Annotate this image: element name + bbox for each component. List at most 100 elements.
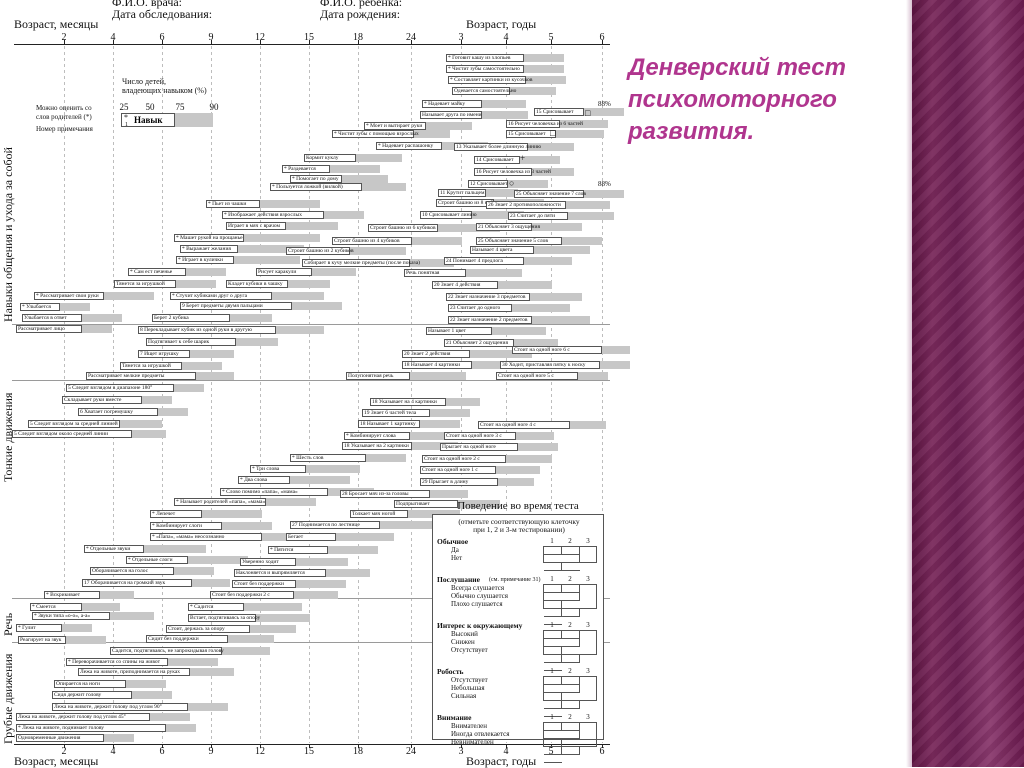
behavior-checkbox[interactable] <box>544 601 562 609</box>
milestone-label: * Стучит кубиками друг о друга <box>172 293 248 299</box>
milestone-box <box>222 211 324 219</box>
age-gridline <box>260 46 261 743</box>
behavior-group-title: Послушание <box>437 575 480 584</box>
behavior-checkbox[interactable] <box>562 701 580 709</box>
behavior-option: Отсутствует <box>451 646 488 654</box>
behavior-checkbox[interactable] <box>544 647 562 655</box>
axis-tick <box>411 744 412 748</box>
milestone-box <box>120 362 182 370</box>
behavior-checkbox[interactable] <box>562 547 580 555</box>
milestone-box <box>496 372 578 380</box>
axis-tick <box>113 744 114 748</box>
behavior-checkbox[interactable] <box>544 609 562 617</box>
behavior-checkbox[interactable] <box>562 647 580 655</box>
behavior-column-number: 3 <box>586 575 590 583</box>
behavior-checkbox[interactable] <box>562 609 580 617</box>
behavior-checkbox[interactable] <box>544 685 562 693</box>
behavior-checkbox[interactable] <box>562 585 580 593</box>
behavior-checkbox[interactable] <box>544 747 562 755</box>
behavior-checkbox[interactable] <box>562 563 580 571</box>
milestone-box <box>440 443 518 451</box>
milestone-label: 19 Знает 6 частей тела <box>364 410 417 416</box>
behavior-checkbox[interactable] <box>544 709 562 717</box>
behavior-group-title: Интерес к окружающему <box>437 621 523 630</box>
milestone-label: Реагирует на звук <box>20 637 62 643</box>
axis-tick <box>602 744 603 748</box>
milestone-box <box>404 269 466 277</box>
milestone-box <box>282 165 330 173</box>
milestone-box <box>420 466 496 474</box>
behavior-checkbox[interactable] <box>544 617 562 625</box>
behavior-checkbox[interactable] <box>544 585 562 593</box>
behavior-checkbox[interactable] <box>544 593 562 601</box>
milestone-label: Опирается на ноги <box>56 681 100 687</box>
milestone-label: * Надевает майку <box>424 101 466 107</box>
behavior-checkbox[interactable] <box>544 701 562 709</box>
milestone-label: 26 Знает 2 противоположности <box>488 202 561 208</box>
behavior-checkbox[interactable] <box>562 693 580 701</box>
behavior-checkbox[interactable] <box>544 731 562 739</box>
behavior-column-number: 3 <box>586 667 590 675</box>
behavior-checkbox[interactable] <box>562 555 580 563</box>
behavior-checkbox[interactable] <box>544 639 562 647</box>
behavior-checkbox[interactable] <box>562 739 580 747</box>
section-speech: Речь <box>1 612 15 636</box>
behavior-checkbox[interactable] <box>544 563 562 571</box>
milestone-box <box>500 361 600 369</box>
behavior-checkbox[interactable] <box>562 677 580 685</box>
milestone-box <box>16 734 104 742</box>
milestone-label: 18 Называет 1 картинку <box>360 421 416 427</box>
axis-tick-label: 5 <box>548 32 554 43</box>
behavior-checkbox[interactable] <box>544 631 562 639</box>
exam-date-label: Дата обследования: <box>112 7 213 21</box>
behavior-checkbox[interactable] <box>544 547 562 555</box>
milestone-label: Стоит на одной ноге 3 с <box>446 433 502 439</box>
behavior-checkbox[interactable] <box>562 747 580 755</box>
behavior-checkbox[interactable] <box>544 755 562 763</box>
behavior-checkbox[interactable] <box>562 685 580 693</box>
milestone-box <box>238 476 290 484</box>
milestone-label: 16 Рисует человечка из 6 частей <box>508 121 583 127</box>
milestone-label: 13 Указывает более длинную линию <box>456 144 542 150</box>
milestone-box <box>18 636 66 644</box>
bottom-age-years-label: Возраст, годы <box>466 754 537 768</box>
decorative-edge <box>906 0 912 767</box>
behavior-option: Высокий <box>451 630 478 638</box>
milestone-box <box>30 603 82 611</box>
milestone-label: 14 Срисовывает <box>476 157 514 163</box>
behavior-checkbox[interactable] <box>544 555 562 563</box>
milestone-label: * Переворачивается со спины на живот <box>68 659 160 665</box>
axis-tick-label: 18 <box>353 746 363 757</box>
axis-tick <box>260 40 261 44</box>
axis-tick-label: 15 <box>304 746 314 757</box>
milestone-box <box>486 201 566 209</box>
behavior-checkbox[interactable] <box>544 663 562 671</box>
milestone-label: Лежа на животе, держит голову под углом … <box>54 704 162 710</box>
milestone-label: * Смеется <box>32 604 56 610</box>
milestone-box <box>448 316 532 324</box>
milestone-label: Рисует каракули <box>258 269 297 275</box>
behavior-checkbox[interactable] <box>562 723 580 731</box>
milestone-label: 5 Следит взглядом в диапазоне 180° <box>68 385 153 391</box>
behavior-checkbox[interactable] <box>544 739 562 747</box>
milestone-label: Прыгает на одной ноге <box>442 444 496 450</box>
milestone-label: * Раздевается <box>284 166 316 172</box>
behavior-checkbox[interactable] <box>544 693 562 701</box>
milestone-label: Улыбается в ответ <box>24 315 67 321</box>
legend-percent: 75 <box>175 102 185 112</box>
behavior-checkbox[interactable] <box>562 731 580 739</box>
milestone-bar <box>176 256 300 264</box>
behavior-checkbox[interactable] <box>562 593 580 601</box>
axis-tick <box>162 40 163 44</box>
behavior-checkbox-grid <box>543 546 597 571</box>
milestone-box <box>110 647 222 655</box>
behavior-checkbox[interactable] <box>544 655 562 663</box>
behavior-checkbox[interactable] <box>562 655 580 663</box>
behavior-checkbox[interactable] <box>562 639 580 647</box>
behavior-checkbox[interactable] <box>544 677 562 685</box>
behavior-checkbox[interactable] <box>544 723 562 731</box>
milestone-box <box>506 130 556 138</box>
milestone-label: * Пользуется ложкой (вилкой) <box>272 184 343 190</box>
behavior-checkbox[interactable] <box>562 631 580 639</box>
behavior-checkbox[interactable] <box>562 601 580 609</box>
